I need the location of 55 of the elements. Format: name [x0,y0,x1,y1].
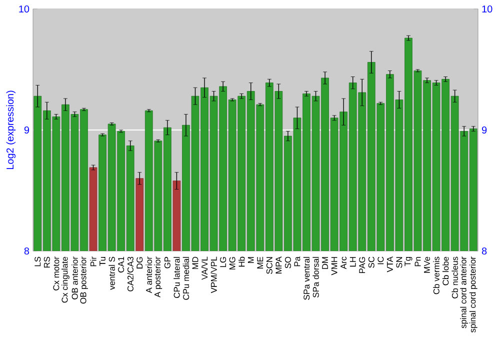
x-tick-label: Cb nucleus [452,256,458,298]
x-tick-label: Pn [414,257,421,266]
x-tick-label: Cb lobe [442,256,449,286]
x-tick-label: Hb [238,256,245,267]
x-tick-label: Cx cingulate [61,256,70,303]
x-tick-label: DG [136,257,143,268]
x-tick-label: SPa ventral [303,257,310,300]
x-tick-label: Tg [404,256,412,266]
x-tick-label: SO [284,256,291,268]
x-tick-label: Tu [100,257,106,266]
x-tick-label: spinal cord posterior [469,256,478,332]
x-tick-label: DM [322,257,328,269]
x-tick-label: OB posterior [80,256,88,304]
x-tick-label: Cx motor [53,256,60,290]
x-tick-label: ventral S [108,256,115,290]
x-tick-label: MD [192,256,198,269]
x-tick-label: VA/VL [201,256,208,280]
x-tick-label: CA2/CA3 [127,256,134,292]
x-tick-label: SPa dorsal [312,257,319,298]
x-tick-label: A anterior [146,256,152,294]
x-tick-label: GP [164,256,170,268]
x-tick-label: VTA [387,256,393,272]
x-tick-label: CA1 [118,256,124,272]
x-tick-label: MVe [424,256,430,273]
y2-tick-label: 9 [482,126,487,134]
x-tick-label: IC [378,256,384,264]
x-tick-label: Pir [90,256,96,266]
x-tick-label: VMH [331,257,338,276]
x-tick-label: ME [257,256,264,268]
x-tick-label: A posterior [154,256,162,298]
y2-tick-label: 8 [482,247,487,255]
y2-tick-label: 10 [482,5,492,13]
x-tick-label: Cb vermis [433,256,440,294]
x-tick-label: MG [229,257,236,270]
x-tick-label: SN [396,257,402,268]
x-tick-label: CPu medial [182,257,190,300]
y-tick-label: 10 [19,5,30,13]
x-tick-label: M [248,257,254,263]
y-tick-label: 8 [24,247,30,255]
x-tick-label: OB anterior [72,256,78,300]
x-tick-label: LH [350,257,356,267]
x-tick-label: PAG [359,257,366,274]
x-tick-label: Pa [294,256,300,266]
x-tick-label: SCN [266,257,272,274]
x-tick-label: VPM/VPL [210,256,217,294]
y-tick-label: 9 [24,126,30,134]
x-tick-label: spinal cord anterior [460,256,468,328]
x-tick-label: MPA [276,256,282,274]
x-tick-label: SC [368,256,374,268]
x-tick-label: Arc [340,256,347,270]
x-tick-label: RS [44,256,50,268]
y-axis-title: Log2 (expression) [6,90,16,170]
x-tick-label: CPu lateral [174,257,180,298]
x-tick-label: LS [34,256,41,266]
x-tick-label: LG [220,257,226,268]
